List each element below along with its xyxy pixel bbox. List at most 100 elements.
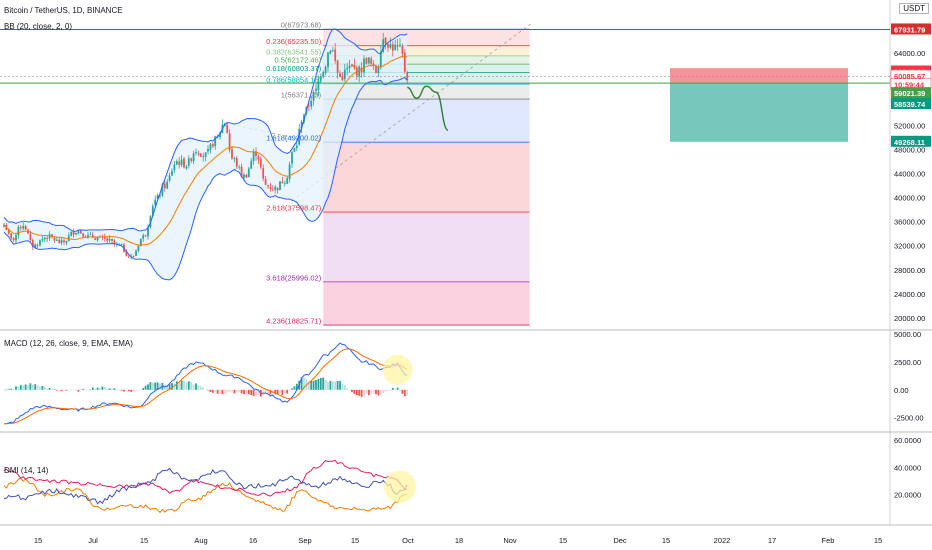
dmi-plus-line xyxy=(3,467,408,505)
macd-histogram-bar xyxy=(293,386,296,390)
macd-histogram-bar xyxy=(291,388,293,390)
candle-up xyxy=(209,144,212,151)
candle-up xyxy=(250,160,253,169)
candle-up xyxy=(286,178,289,184)
candle-up xyxy=(319,76,322,81)
overlay-layer: 0(67973.68) 0.236(65235.50)0.382(63541.55… xyxy=(0,21,890,503)
fib-level-label: 0.618(60803.37) xyxy=(266,64,322,73)
candle-down xyxy=(211,144,214,147)
price-axis-label-bg xyxy=(891,97,931,109)
macd-histogram-bar xyxy=(281,389,284,396)
candle-up xyxy=(279,181,281,190)
candle-down xyxy=(144,235,147,237)
candle-up xyxy=(3,224,5,227)
macd-histogram-bar xyxy=(89,389,92,391)
candle-up xyxy=(147,227,149,237)
macd-histogram-bar xyxy=(79,389,82,390)
price-tick-label: 28000.00 xyxy=(894,266,925,275)
chart-title: Bitcoin / TetherUS, 1D, BINANCE xyxy=(4,6,123,15)
macd-histogram-bar xyxy=(262,389,265,395)
dmi-tick-label: 20.0000 xyxy=(894,491,921,500)
macd-histogram-bar xyxy=(72,389,75,391)
candle-down xyxy=(334,49,337,61)
macd-histogram-bar xyxy=(252,389,255,397)
fib-level-label: 0.5(62172.46) xyxy=(274,56,321,65)
macd-histogram-bar xyxy=(65,389,68,391)
candle-up xyxy=(204,152,207,157)
macd-histogram-bar xyxy=(370,389,373,395)
macd-histogram-bar xyxy=(192,384,195,390)
macd-tick-label: 2500.00 xyxy=(894,358,921,367)
macd-histogram-bar xyxy=(111,388,113,390)
candle-down xyxy=(269,187,272,190)
macd-histogram-bar xyxy=(27,385,29,390)
fib-level-label: 3.618(25996.02) xyxy=(266,273,322,282)
candle-up xyxy=(207,149,209,152)
price-tick-label: 32000.00 xyxy=(894,242,925,251)
candle-down xyxy=(240,166,243,177)
macd-histogram-bar xyxy=(24,384,27,390)
macd-histogram-bar xyxy=(231,389,233,392)
macd-histogram-bar xyxy=(34,384,37,390)
axes-layer: 20000.00 24000.00 28000.00 32000.00 36000.00… xyxy=(34,23,932,545)
candle-down xyxy=(245,174,248,178)
forecast-curve xyxy=(407,85,449,131)
macd-histogram-bar xyxy=(247,389,250,395)
candle-down xyxy=(113,240,116,244)
fib-zone-8 xyxy=(323,212,530,282)
price-axis-label-bg xyxy=(891,87,931,99)
candle-down xyxy=(94,238,97,241)
macd-histogram-bar xyxy=(60,389,63,392)
candle-down xyxy=(257,156,260,160)
candle-down xyxy=(63,240,65,243)
candle-up xyxy=(41,238,44,241)
macd-histogram-bar xyxy=(144,385,147,390)
candle-up xyxy=(274,186,277,190)
bb-indicator-label[interactable]: BB (20, close, 2, 0) xyxy=(4,22,73,31)
macd-histogram-bar xyxy=(36,385,39,390)
macd-indicator-label[interactable]: MACD (12, 26, close, 9, EMA, EMA) xyxy=(4,339,133,348)
macd-histogram-bar xyxy=(55,389,58,391)
macd-histogram-bar xyxy=(295,383,298,390)
candle-up xyxy=(317,80,320,90)
fib-zone-1 xyxy=(323,45,530,56)
candle-down xyxy=(53,237,56,241)
bb-lower-line xyxy=(3,76,408,281)
macd-histogram-bar xyxy=(87,389,89,391)
macd-tick-label: -2500.00 xyxy=(894,414,924,423)
macd-histogram-bar xyxy=(269,389,272,395)
macd-histogram-bar xyxy=(125,389,128,391)
macd-histogram-bar xyxy=(159,383,161,390)
dmi-indicator-label[interactable]: DMI (14, 14) xyxy=(4,466,49,475)
macd-histogram-bar xyxy=(70,389,73,391)
candle-up xyxy=(233,158,236,159)
currency-selector[interactable]: USDT xyxy=(899,3,929,14)
macd-histogram-bar xyxy=(341,383,344,390)
time-tick-label: Feb xyxy=(822,536,835,545)
macd-histogram-bar xyxy=(367,389,370,396)
candle-up xyxy=(175,161,178,165)
fib-zone-7 xyxy=(323,142,530,213)
candle-down xyxy=(36,244,39,246)
candle-down xyxy=(235,157,238,167)
candle-down xyxy=(82,233,85,237)
candle-down xyxy=(46,238,49,239)
candle-up xyxy=(394,44,397,50)
macd-histogram-bar xyxy=(113,388,116,390)
macd-histogram-bar xyxy=(43,386,46,390)
candle-down xyxy=(396,45,399,47)
candle-up xyxy=(67,235,70,241)
macd-histogram-bar xyxy=(166,385,169,390)
candle-down xyxy=(406,72,409,81)
macd-histogram-bar xyxy=(226,389,229,394)
macd-histogram-bar xyxy=(322,377,325,390)
bb-upper-line xyxy=(3,28,408,232)
macd-histogram-bar xyxy=(377,389,380,396)
fib-level-label: 0(67973.68) xyxy=(281,21,322,30)
candle-up xyxy=(135,250,137,256)
macd-histogram-bar xyxy=(12,389,15,390)
macd-histogram-bar xyxy=(331,381,334,390)
candle-down xyxy=(226,124,229,133)
macd-histogram-bar xyxy=(355,389,358,396)
